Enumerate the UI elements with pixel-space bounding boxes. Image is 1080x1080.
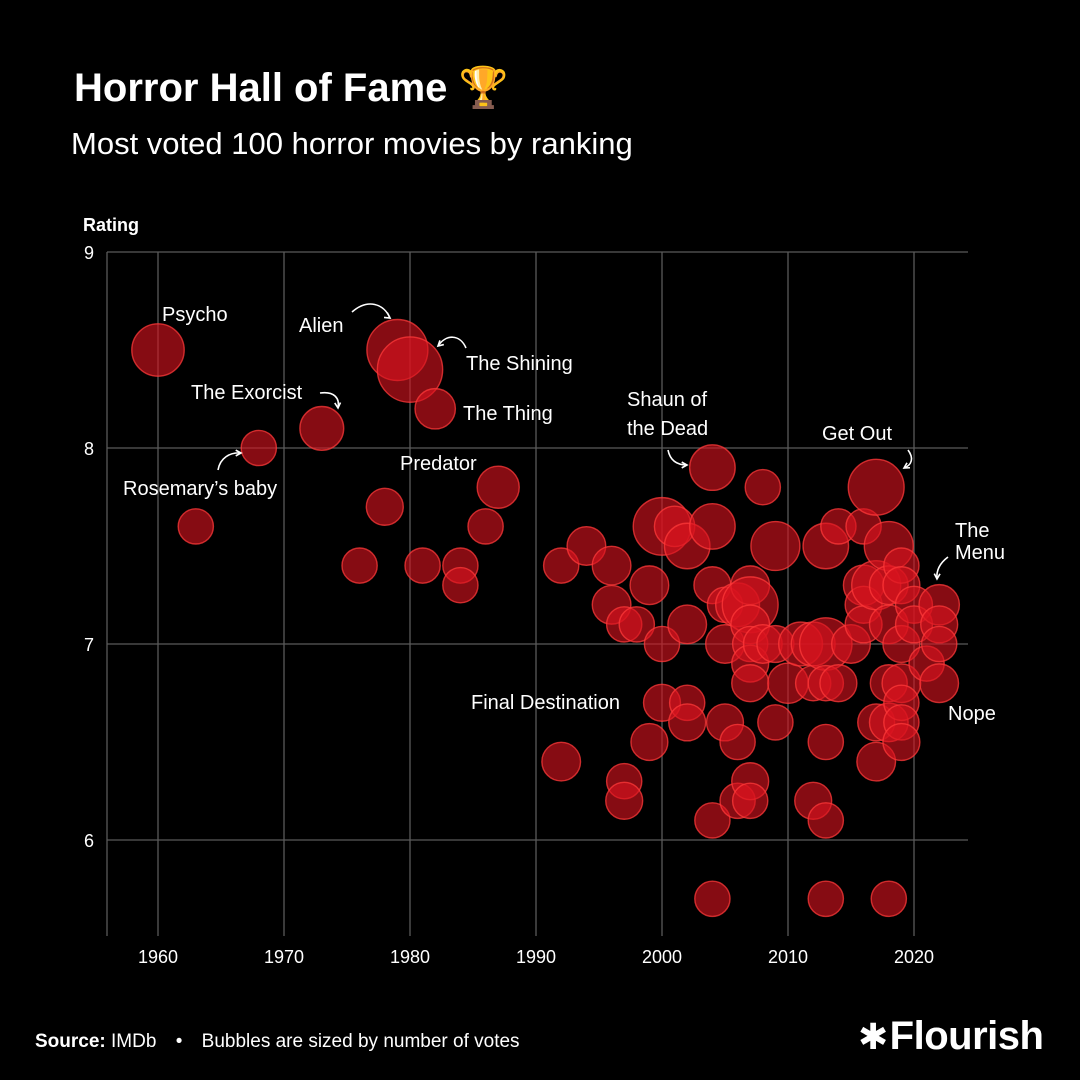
annotation-label: Nope <box>948 703 996 725</box>
bubble[interactable] <box>807 802 845 839</box>
bubble[interactable] <box>299 405 345 451</box>
arrow-line <box>936 556 949 580</box>
arrow-head <box>235 449 243 457</box>
bubble[interactable] <box>688 444 736 492</box>
bubble[interactable] <box>341 547 378 584</box>
annotation-label: The Shining <box>466 353 573 375</box>
bubble[interactable] <box>750 520 801 572</box>
footer-bullet: • <box>175 1031 183 1052</box>
bubble[interactable] <box>667 604 708 645</box>
flourish-logo[interactable]: ✱Flourish <box>858 1014 1044 1059</box>
bubble[interactable] <box>694 880 731 918</box>
arrow-head <box>383 312 392 319</box>
annotation-label: Final Destination <box>471 692 620 714</box>
arrow-head <box>436 340 445 348</box>
bubble[interactable] <box>605 781 644 820</box>
bubble[interactable] <box>629 565 670 606</box>
bubble[interactable] <box>920 625 958 663</box>
annotation-label: The Exorcist <box>191 382 303 404</box>
arrow-line <box>217 452 242 471</box>
source-value: IMDb <box>111 1031 157 1052</box>
arrow-line <box>667 449 688 466</box>
bubble[interactable] <box>757 704 794 741</box>
bubble[interactable] <box>882 722 921 762</box>
annotation-label: Alien <box>299 315 343 337</box>
footer: Source: IMDb • Bubbles are sized by numb… <box>35 1031 520 1053</box>
arrow-head <box>681 461 689 469</box>
bubble[interactable] <box>376 336 444 403</box>
annotation-label: Predator <box>400 453 477 475</box>
arrow-head <box>334 402 342 410</box>
y-tick-label: 7 <box>84 635 94 655</box>
y-tick-label: 8 <box>84 439 94 459</box>
arrow-head <box>933 573 941 581</box>
arrow-line <box>351 303 391 319</box>
bubble[interactable] <box>240 429 278 467</box>
annotation-label: The Thing <box>463 403 553 425</box>
bubble[interactable] <box>731 782 769 820</box>
x-tick-label: 2000 <box>642 947 682 967</box>
bubble[interactable] <box>847 458 905 516</box>
bubble[interactable] <box>688 502 736 550</box>
chart-subtitle: Most voted 100 horror movies by ranking <box>71 126 633 161</box>
bubble[interactable] <box>744 468 782 506</box>
annotation-arrows <box>217 303 949 581</box>
bubble[interactable] <box>694 802 731 839</box>
bubble[interactable] <box>807 880 845 918</box>
arrow-line <box>437 336 467 349</box>
annotation-label: The <box>955 520 989 542</box>
annotation-label: Shaun of <box>627 389 708 411</box>
x-tick-label: 1960 <box>138 947 178 967</box>
x-tick-label: 2010 <box>768 947 808 967</box>
x-tick-label: 2020 <box>894 947 934 967</box>
annotation-label: Rosemary’s baby <box>123 478 277 500</box>
bubble[interactable] <box>365 487 404 526</box>
bubble[interactable] <box>404 547 441 584</box>
bubble[interactable] <box>919 663 960 704</box>
arrow-head <box>902 462 911 469</box>
bubble[interactable] <box>591 545 632 586</box>
annotation-label: Psycho <box>162 304 228 326</box>
footer-note: Bubbles are sized by number of votes <box>201 1031 520 1052</box>
tick-labels: 1960 1970 1980 1990 2000 2010 2020 6 7 8 9 <box>84 243 934 967</box>
brand-name: Flourish <box>889 1014 1044 1058</box>
annotation-label: Get Out <box>822 423 892 445</box>
x-tick-label: 1980 <box>390 947 430 967</box>
x-tick-label: 1990 <box>516 947 556 967</box>
bubble[interactable] <box>630 722 669 762</box>
x-tick-label: 1970 <box>264 947 304 967</box>
bubble[interactable] <box>414 387 457 430</box>
bubble[interactable] <box>719 723 756 761</box>
asterisk-icon: ✱ <box>858 1016 888 1057</box>
bubble[interactable] <box>476 465 520 509</box>
y-tick-label: 6 <box>84 831 94 851</box>
bubble[interactable] <box>467 508 504 545</box>
y-tick-label: 9 <box>84 243 94 263</box>
y-axis-title: Rating <box>83 215 139 235</box>
bubble[interactable] <box>731 664 770 703</box>
bubble[interactable] <box>442 566 479 604</box>
chart-title: Horror Hall of Fame 🏆 <box>74 66 509 110</box>
annotation-label: the Dead <box>627 418 708 440</box>
bubble[interactable] <box>618 606 656 643</box>
bubble[interactable] <box>177 508 215 545</box>
bubble[interactable] <box>668 703 707 742</box>
source-label: Source: <box>35 1031 106 1052</box>
bubble[interactable] <box>541 741 582 782</box>
bubbles <box>131 318 961 918</box>
bubble[interactable] <box>870 880 908 918</box>
bubble[interactable] <box>131 323 185 377</box>
annotations: Psycho Alien The Shining The Exorcist The Th… <box>123 304 1005 725</box>
annotation-label: Menu <box>955 542 1005 564</box>
bubble[interactable] <box>819 664 858 703</box>
bubble[interactable] <box>807 723 845 761</box>
